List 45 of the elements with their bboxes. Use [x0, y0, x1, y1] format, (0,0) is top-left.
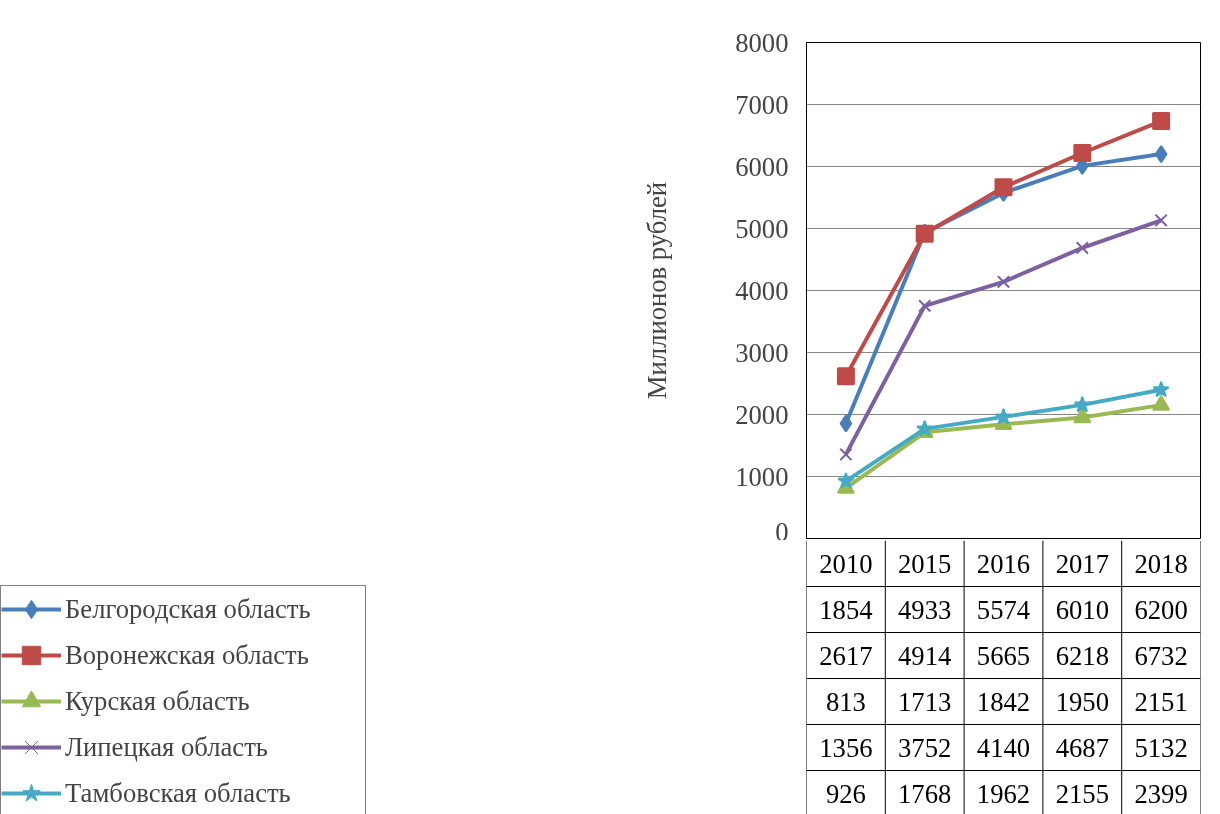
legend-label: Воронежская область — [65, 638, 310, 672]
data-label: 926 — [825, 778, 866, 809]
legend-label: Тамбовская область — [65, 776, 292, 810]
data-label: 5665 — [976, 640, 1031, 671]
legend-label: Курская область — [65, 684, 251, 718]
x-tick-label: 2017 — [1055, 548, 1109, 579]
data-label: 6732 — [1134, 640, 1188, 671]
data-label: 6200 — [1134, 594, 1188, 625]
data-label: 1356 — [819, 732, 873, 763]
data-label: 4933 — [898, 594, 952, 625]
y-tick-label: 1000 — [735, 461, 789, 492]
y-tick-label: 5000 — [735, 213, 789, 244]
y-tick-label: 3000 — [735, 337, 789, 368]
y-axis-title: Миллионов рублей — [642, 181, 673, 400]
y-tick-label: 0 — [775, 516, 789, 547]
legend-label: Липецкая область — [65, 730, 269, 764]
y-tick-label: 8000 — [735, 27, 789, 58]
data-label: 6218 — [1055, 640, 1109, 671]
y-tick-label: 7000 — [735, 89, 789, 120]
x-tick-label: 2015 — [898, 548, 952, 579]
data-label: 1713 — [898, 686, 952, 717]
data-label: 4140 — [976, 732, 1031, 763]
y-tick-label: 4000 — [735, 275, 789, 306]
data-label: 2399 — [1134, 778, 1188, 809]
data-label: 2155 — [1055, 778, 1109, 809]
y-tick-label: 2000 — [735, 399, 789, 430]
data-label: 1962 — [976, 778, 1031, 809]
data-label: 2151 — [1134, 686, 1188, 717]
y-tick-label: 6000 — [735, 151, 789, 182]
x-tick-label: 2010 — [819, 548, 873, 579]
data-label: 1854 — [819, 594, 873, 625]
data-label: 5132 — [1134, 732, 1188, 763]
data-label: 813 — [825, 686, 866, 717]
x-tick-label: 2018 — [1134, 548, 1188, 579]
data-label: 1768 — [898, 778, 952, 809]
data-label: 4914 — [898, 640, 952, 671]
data-label: 6010 — [1055, 594, 1109, 625]
data-label: 1950 — [1055, 686, 1109, 717]
data-label: 4687 — [1055, 732, 1109, 763]
data-label: 3752 — [898, 732, 952, 763]
legend-label: Белгородская область — [65, 592, 312, 626]
data-label: 5574 — [976, 594, 1031, 625]
data-label: 2617 — [819, 640, 873, 671]
x-tick-label: 2016 — [976, 548, 1031, 579]
data-label: 1842 — [976, 686, 1031, 717]
